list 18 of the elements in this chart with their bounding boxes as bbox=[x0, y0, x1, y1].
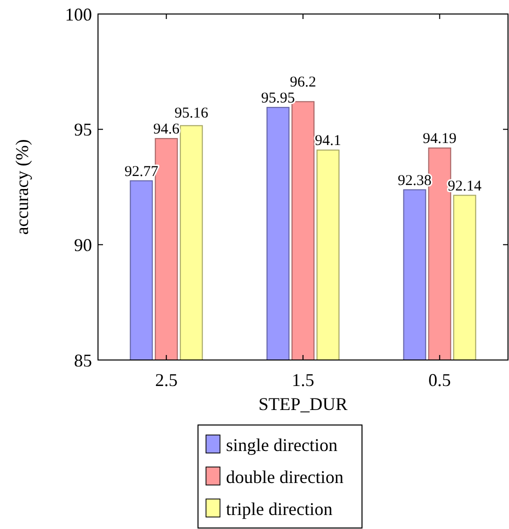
y-axis-title: accuracy (%) bbox=[12, 139, 32, 235]
y-tick-label: 100 bbox=[65, 4, 92, 24]
x-axis-title: STEP_DUR bbox=[258, 394, 348, 414]
data-label: 95.16 bbox=[174, 106, 209, 122]
data-label: 96.2 bbox=[290, 74, 316, 90]
x-tick-label: 0.5 bbox=[428, 370, 451, 390]
y-tick-label: 90 bbox=[74, 234, 92, 255]
data-label: 94.1 bbox=[314, 133, 342, 150]
data-label: 94.19 bbox=[422, 131, 457, 148]
legend-label: single direction bbox=[226, 435, 338, 455]
y-tick-label: 95 bbox=[74, 120, 92, 140]
legend-label: triple direction bbox=[226, 499, 332, 519]
data-label: 95.95 bbox=[261, 90, 295, 106]
legend-label: double direction bbox=[226, 467, 344, 487]
data-label: 94.6 bbox=[153, 122, 180, 138]
y-tick-label: 85 bbox=[74, 350, 92, 370]
x-tick-label: 1.5 bbox=[292, 370, 314, 390]
x-tick-label: 2.5 bbox=[155, 370, 178, 390]
